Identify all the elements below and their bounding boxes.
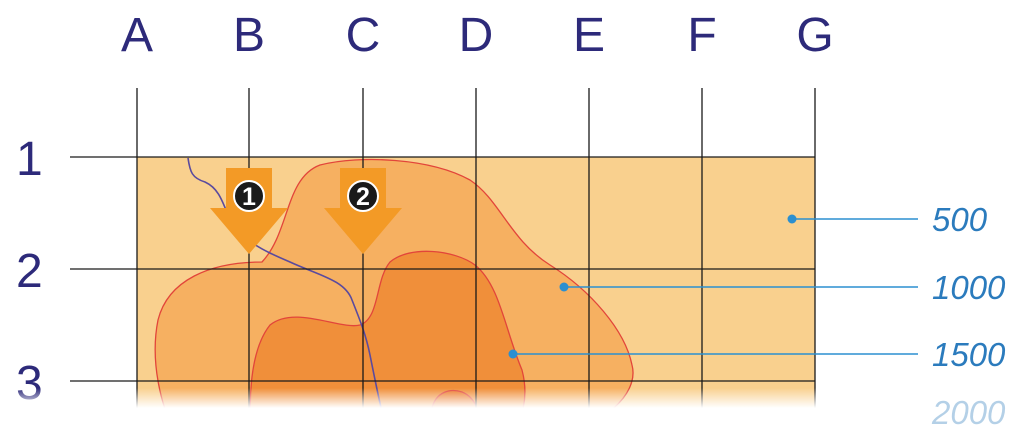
legend-label-1000: 1000 [932, 269, 1006, 306]
legend-leaders [508, 214, 918, 359]
marker-2-label: 2 [356, 183, 370, 211]
legend-label-1500: 1500 [932, 336, 1006, 373]
marker-1-label: 1 [242, 183, 256, 211]
marker-2: 2 [324, 168, 402, 254]
river [187, 157, 382, 408]
row-label-1: 1 [16, 133, 43, 186]
elevation-area-1500 [249, 250, 526, 408]
marker-1-badge [233, 180, 265, 212]
column-label-f: F [687, 9, 717, 62]
grid-lines [70, 88, 816, 408]
row-label-2: 2 [16, 245, 43, 298]
topographic-map: 1 2 [0, 88, 1036, 408]
legend-label-500: 500 [932, 201, 988, 238]
marker-2-badge [347, 180, 379, 212]
column-label-c: C [345, 9, 381, 62]
bottom-fade [0, 388, 1036, 408]
column-label-e: E [572, 9, 605, 62]
column-label-a: A [120, 9, 153, 62]
column-label-d: D [458, 9, 494, 62]
legend-label-2000: 2000 [932, 394, 1006, 431]
column-label-b: B [232, 9, 265, 62]
marker-1: 1 [210, 168, 288, 254]
column-label-g: G [796, 9, 834, 62]
